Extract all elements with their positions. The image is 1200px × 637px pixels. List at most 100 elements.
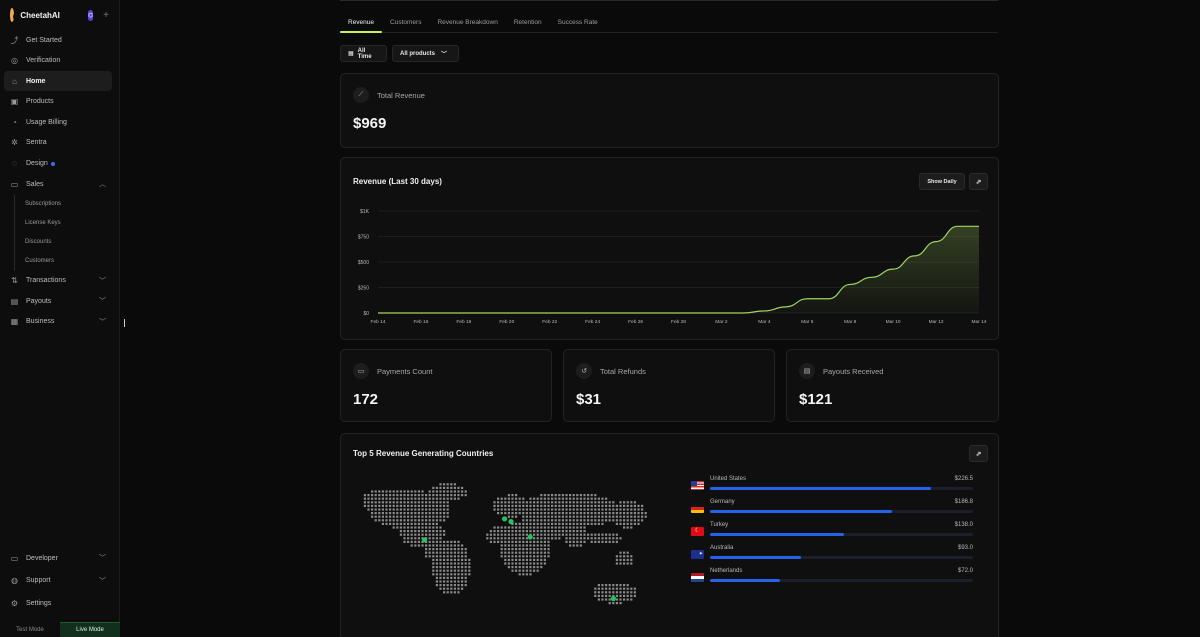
sidebar-item-usage-billing[interactable]: ◔ Usage Billing [4, 112, 112, 132]
map-dot [619, 598, 622, 601]
map-dot [396, 526, 399, 529]
map-dot [554, 519, 557, 522]
revenue-line[interactable] [378, 225, 979, 314]
sidebar-item-developer[interactable]: ▭ Developer ﹀ [4, 547, 112, 569]
map-dot [428, 555, 431, 558]
sidebar-item-home[interactable]: ⌂ Home [4, 71, 112, 92]
map-dot [597, 501, 600, 504]
chevron-down-icon[interactable]: ﹀ [99, 318, 106, 326]
map-dot [432, 494, 435, 497]
map-dot [536, 512, 539, 515]
map-dot [558, 537, 561, 540]
tab-retention[interactable]: Retention [513, 18, 542, 26]
time-range-filter[interactable]: ▦ All Time [340, 45, 387, 62]
sidebar-subitem-license-keys[interactable]: License Keys [25, 220, 61, 227]
map-dot [410, 526, 413, 529]
tab-revenue[interactable]: Revenue [340, 12, 383, 33]
map-dot [525, 544, 528, 547]
map-dot [511, 526, 514, 529]
sidebar-item-settings[interactable]: ⚙ Settings [4, 592, 112, 614]
share-button[interactable]: ⇗ [969, 173, 988, 190]
tab-revenue-breakdown[interactable]: Revenue Breakdown [437, 18, 498, 26]
map-dot [464, 551, 467, 554]
map-dot [414, 530, 417, 533]
country-marker[interactable] [502, 516, 508, 522]
map-dot [641, 512, 644, 515]
show-daily-button[interactable]: Show Daily [919, 173, 965, 190]
add-workspace-icon[interactable]: + [103, 9, 109, 21]
test-mode-button[interactable]: Test Mode [16, 626, 44, 633]
map-dot [533, 558, 536, 561]
brand[interactable]: CheetahAI ⌬ + [0, 0, 119, 30]
world-map [363, 483, 647, 605]
sidebar-subitem-customers[interactable]: Customers [25, 258, 55, 265]
map-dot [392, 512, 395, 515]
map-dot [615, 540, 618, 543]
sidebar-item-get-started[interactable]: ⤴ Get Started [4, 30, 112, 50]
map-dot [619, 591, 622, 594]
map-dot [554, 526, 557, 529]
map-dot [569, 540, 572, 543]
map-dot [612, 501, 615, 504]
map-dot [554, 522, 557, 525]
map-dot [579, 544, 582, 547]
products-filter[interactable]: All products ﹀ [392, 45, 459, 62]
chevron-down-icon[interactable]: ﹀ [99, 277, 106, 285]
sidebar-item-transactions[interactable]: ⇅ Transactions ﹀ [4, 271, 112, 291]
map-dot [497, 533, 500, 536]
sidebar-subitem-discounts[interactable]: Discounts [25, 239, 52, 246]
map-dot [529, 526, 532, 529]
live-mode-button[interactable]: Live Mode [60, 622, 120, 637]
country-marker[interactable] [527, 534, 533, 540]
map-dot [385, 494, 388, 497]
tab-success-rate[interactable]: Success Rate [557, 18, 598, 26]
sidebar-subitem-subscriptions[interactable]: Subscriptions [25, 201, 62, 208]
map-dot [504, 533, 507, 536]
country-marker[interactable] [610, 596, 616, 602]
map-dot [579, 512, 582, 515]
sidebar-item-sales[interactable]: ▭ Sales ︿ [4, 174, 112, 194]
country-marker[interactable] [508, 519, 514, 525]
map-dot [428, 497, 431, 500]
map-dot [389, 519, 392, 522]
sidebar-item-products[interactable]: ▣ Products [4, 92, 112, 112]
map-dot [587, 522, 590, 525]
sidebar-item-verification[interactable]: ◎ Verification [4, 51, 112, 71]
map-dot [547, 515, 550, 518]
map-dot [435, 501, 438, 504]
chevron-down-icon[interactable]: ﹀ [99, 555, 106, 562]
country-marker[interactable] [422, 537, 428, 543]
map-dot [626, 594, 629, 597]
sidebar-item-design[interactable]: ◌ Design [4, 154, 112, 174]
map-dot [525, 515, 528, 518]
map-dot [597, 584, 600, 587]
map-dot [407, 515, 410, 518]
map-dot [561, 497, 564, 500]
sidebar-item-business[interactable]: ▦ Business ﹀ [4, 312, 112, 332]
map-dot [626, 504, 629, 507]
map-dot [461, 584, 464, 587]
map-dot [446, 490, 449, 493]
map-dot [605, 533, 608, 536]
chevron-down-icon[interactable]: ﹀ [99, 298, 106, 306]
map-dot [396, 519, 399, 522]
map-dot [464, 555, 467, 558]
tab-customers[interactable]: Customers [390, 18, 422, 26]
sidebar-item-support[interactable]: ◍ Support ﹀ [4, 570, 112, 592]
map-dot [543, 551, 546, 554]
x-tick-label: Feb 24 [585, 319, 600, 325]
chevron-up-icon[interactable]: ︿ [99, 181, 106, 189]
map-dot [497, 530, 500, 533]
map-dot [421, 512, 424, 515]
country-row-netherlands: Netherlands $72.0 [691, 568, 973, 590]
sidebar-item-payouts[interactable]: ▤ Payouts ﹀ [4, 291, 112, 311]
map-dot [536, 504, 539, 507]
map-dot [511, 508, 514, 511]
map-dot [381, 512, 384, 515]
share-button[interactable]: ⇗ [969, 445, 988, 462]
sidebar-item-sentra[interactable]: ✲ Sentra [4, 133, 112, 153]
map-dot [590, 515, 593, 518]
badge-check-icon: ◎ [11, 56, 18, 66]
workspace-badge-icon[interactable]: ⌬ [87, 9, 94, 21]
chevron-down-icon[interactable]: ﹀ [99, 577, 106, 585]
